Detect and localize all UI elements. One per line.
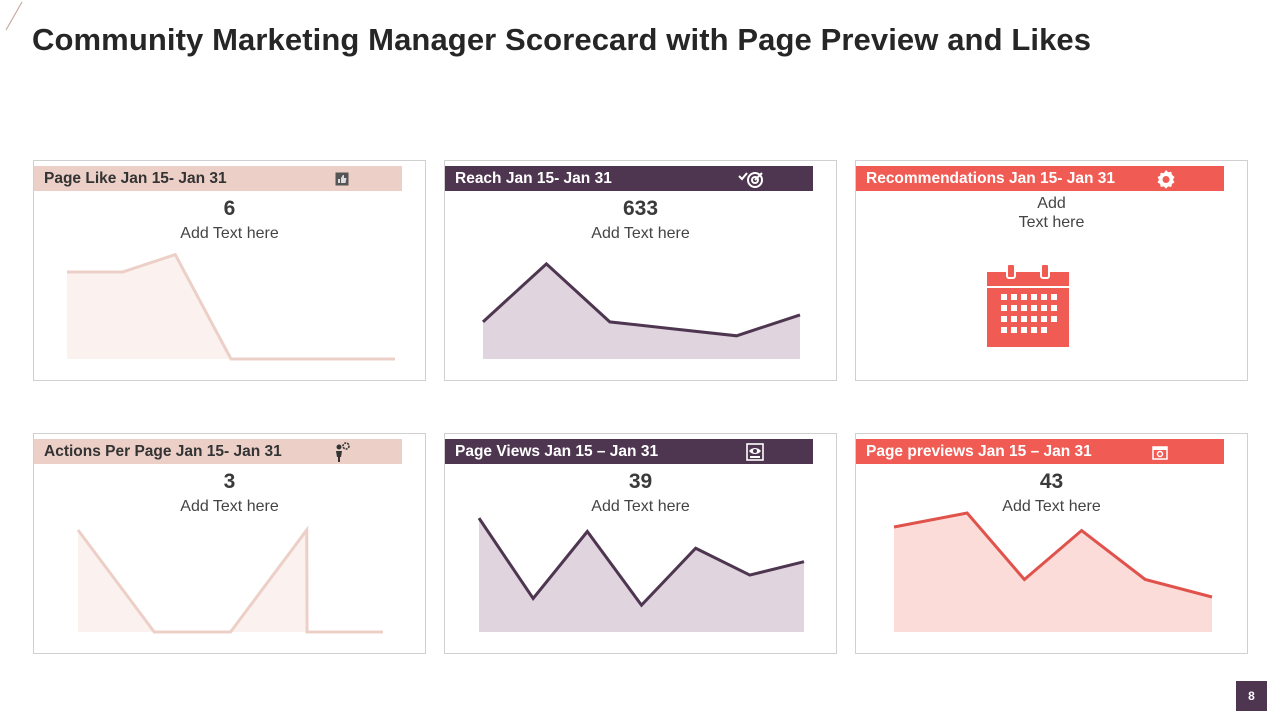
card-recommendations: Recommendations Jan 15- Jan 31 Add Text … bbox=[855, 160, 1248, 381]
metric-caption: Add Text here bbox=[591, 498, 690, 515]
calendar-day-cell bbox=[1001, 327, 1007, 333]
area-fill bbox=[78, 530, 383, 632]
calendar-day-cell bbox=[1001, 316, 1007, 322]
caption-line-1: Add bbox=[1037, 195, 1066, 212]
decorative-slash bbox=[5, 1, 23, 31]
metric-caption: Add Text here bbox=[856, 194, 1247, 232]
card-reach: Reach Jan 15- Jan 31 633 Add Text here bbox=[444, 160, 837, 381]
calendar-icon bbox=[987, 264, 1069, 347]
card-header: Recommendations Jan 15- Jan 31 bbox=[856, 166, 1224, 191]
card-title: Actions Per Page Jan 15- Jan 31 bbox=[44, 442, 282, 460]
calendar-day-cell bbox=[1041, 316, 1047, 322]
chart-page-views bbox=[477, 517, 805, 632]
calendar-day-cell bbox=[1051, 316, 1057, 322]
calendar-day-cell bbox=[1001, 305, 1007, 311]
calendar-day-cell bbox=[1021, 316, 1027, 322]
caption-line-2: Text here bbox=[1018, 214, 1085, 231]
card-header: Page Views Jan 15 – Jan 31 bbox=[445, 439, 813, 464]
metric-caption: Add Text here bbox=[591, 225, 690, 242]
metric-caption: Add Text here bbox=[1002, 498, 1101, 515]
calendar-day-cell bbox=[1011, 305, 1017, 311]
card-actions-per-page: Actions Per Page Jan 15- Jan 31 3 Add Te… bbox=[33, 433, 426, 654]
chart-page-previews bbox=[893, 511, 1213, 632]
calendar-day-cell bbox=[1051, 294, 1057, 300]
calendar-day-cell bbox=[1031, 327, 1037, 333]
card-header: Page Like Jan 15- Jan 31 bbox=[34, 166, 402, 191]
person-gear-icon bbox=[332, 442, 352, 462]
area-fill bbox=[67, 254, 395, 359]
chart-reach bbox=[481, 261, 801, 359]
card-title: Page Views Jan 15 – Jan 31 bbox=[455, 442, 659, 460]
calendar-day-cell bbox=[1031, 316, 1037, 322]
calendar-day-cell bbox=[1031, 305, 1037, 311]
thumbs-up-icon bbox=[332, 169, 352, 189]
calendar-day-cell bbox=[1011, 294, 1017, 300]
calendar-day-cell bbox=[1041, 327, 1047, 333]
area-fill bbox=[894, 513, 1212, 632]
card-header: Actions Per Page Jan 15- Jan 31 bbox=[34, 439, 402, 464]
page-number: 8 bbox=[1236, 681, 1267, 711]
camera-icon bbox=[1150, 442, 1170, 462]
metric-value: 6 bbox=[223, 197, 236, 220]
card-title: Page previews Jan 15 – Jan 31 bbox=[866, 442, 1092, 460]
metric-caption: Add Text here bbox=[180, 498, 279, 515]
calendar-day-cell bbox=[1051, 305, 1057, 311]
series-line bbox=[76, 525, 383, 634]
target-check-icon bbox=[737, 169, 765, 189]
calendar-day-cell bbox=[1031, 294, 1037, 300]
series-line bbox=[481, 261, 801, 338]
page-title: Community Marketing Manager Scorecard wi… bbox=[32, 22, 1092, 57]
card-page-views: Page Views Jan 15 – Jan 31 39 Add Text h… bbox=[444, 433, 837, 654]
card-title: Recommendations Jan 15- Jan 31 bbox=[866, 169, 1115, 187]
area-fill bbox=[479, 518, 804, 632]
calendar-day-cell bbox=[1021, 294, 1027, 300]
eye-monitor-icon bbox=[745, 442, 765, 462]
calendar-day-cell bbox=[1011, 316, 1017, 322]
metric-value: 3 bbox=[223, 470, 236, 493]
calendar-day-cell bbox=[1041, 305, 1047, 311]
card-header: Page previews Jan 15 – Jan 31 bbox=[856, 439, 1224, 464]
card-page-like: Page Like Jan 15- Jan 31 6 Add Text here bbox=[33, 160, 426, 381]
calendar-day-cell bbox=[1001, 294, 1007, 300]
chart-page-like bbox=[66, 252, 396, 361]
metric-value: 39 bbox=[628, 470, 653, 493]
card-header: Reach Jan 15- Jan 31 bbox=[445, 166, 813, 191]
series-line bbox=[893, 511, 1213, 599]
calendar-day-cell bbox=[1021, 305, 1027, 311]
calendar-day-cell bbox=[1011, 327, 1017, 333]
calendar-day-cell bbox=[1021, 327, 1027, 333]
metric-value: 43 bbox=[1039, 470, 1064, 493]
card-title: Reach Jan 15- Jan 31 bbox=[455, 169, 612, 187]
badge-icon bbox=[1156, 169, 1176, 189]
calendar-day-cell bbox=[1041, 294, 1047, 300]
metric-caption: Add Text here bbox=[180, 225, 279, 242]
metric-value: 633 bbox=[622, 197, 659, 220]
card-page-previews: Page previews Jan 15 – Jan 31 43 Add Tex… bbox=[855, 433, 1248, 654]
card-title: Page Like Jan 15- Jan 31 bbox=[44, 169, 227, 187]
chart-actions-per-page bbox=[76, 525, 384, 634]
